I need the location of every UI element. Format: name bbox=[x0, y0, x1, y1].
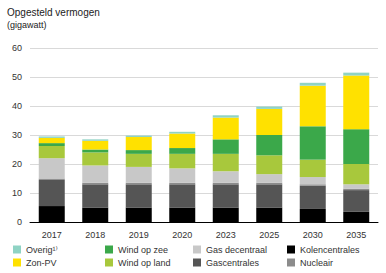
svg-text:0: 0 bbox=[17, 217, 22, 227]
svg-text:20: 20 bbox=[12, 159, 22, 169]
svg-text:30: 30 bbox=[12, 130, 22, 140]
svg-text:2023: 2023 bbox=[216, 230, 236, 240]
svg-text:Kolencentrales: Kolencentrales bbox=[300, 245, 360, 255]
svg-text:Wind op land: Wind op land bbox=[118, 258, 171, 268]
svg-text:(gigawatt): (gigawatt) bbox=[7, 20, 47, 30]
svg-text:Gas decentraal: Gas decentraal bbox=[206, 245, 267, 255]
svg-text:2018: 2018 bbox=[85, 230, 105, 240]
svg-text:Nucleair: Nucleair bbox=[300, 258, 333, 268]
svg-text:40: 40 bbox=[12, 101, 22, 111]
svg-text:2035: 2035 bbox=[346, 230, 366, 240]
svg-text:Zon-PV: Zon-PV bbox=[26, 258, 57, 268]
svg-text:Opgesteld vermogen: Opgesteld vermogen bbox=[7, 7, 100, 18]
svg-text:Gascentrales: Gascentrales bbox=[206, 258, 260, 268]
svg-text:2030: 2030 bbox=[303, 230, 323, 240]
svg-text:2025: 2025 bbox=[259, 230, 279, 240]
svg-text:50: 50 bbox=[12, 72, 22, 82]
svg-text:2020: 2020 bbox=[172, 230, 192, 240]
svg-text:Wind op zee: Wind op zee bbox=[118, 245, 168, 255]
svg-text:60: 60 bbox=[12, 43, 22, 53]
svg-text:2017: 2017 bbox=[42, 230, 62, 240]
svg-text:2019: 2019 bbox=[129, 230, 149, 240]
svg-text:10: 10 bbox=[12, 188, 22, 198]
svg-text:Overig¹⁾: Overig¹⁾ bbox=[26, 245, 58, 255]
